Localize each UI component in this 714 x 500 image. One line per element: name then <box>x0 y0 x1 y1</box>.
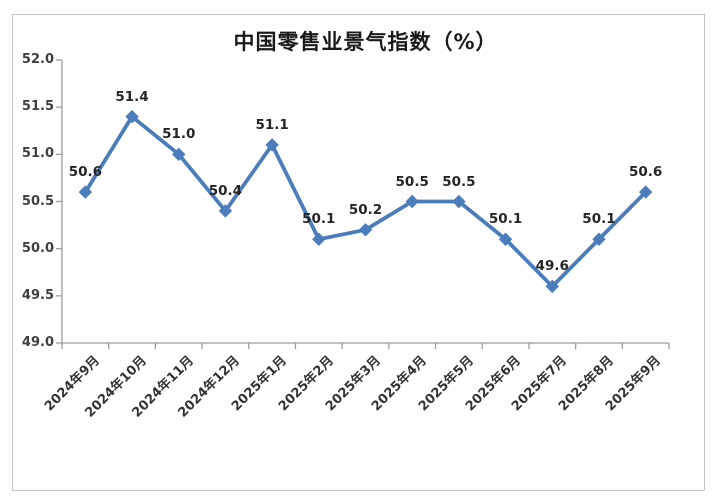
data-point-marker <box>312 232 326 246</box>
chart-frame <box>12 14 705 491</box>
chart-title: 中国零售业景气指数（%） <box>233 30 498 54</box>
data-line <box>83 114 648 289</box>
data-point-marker <box>125 109 139 124</box>
data-point-marker <box>545 279 559 294</box>
